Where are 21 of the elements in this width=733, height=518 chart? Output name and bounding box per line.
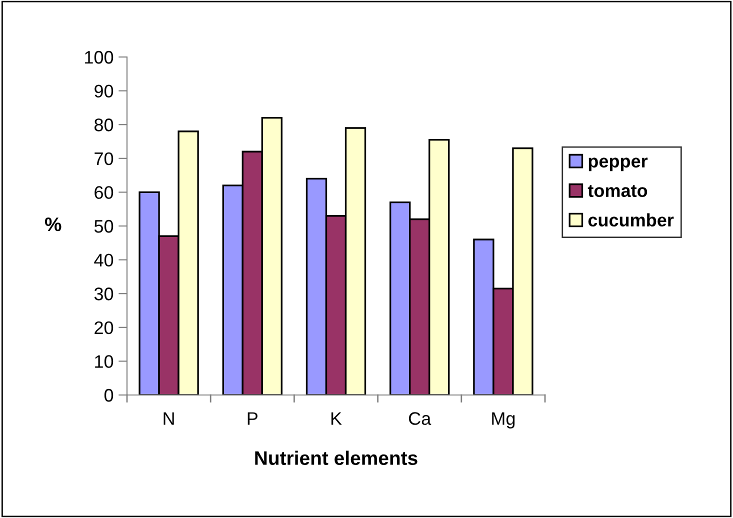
x-tick-label: N <box>164 412 174 425</box>
x-tick-label: K <box>331 412 342 425</box>
y-axis-title: % <box>44 218 62 232</box>
y-tick-label: 70 <box>94 152 114 166</box>
y-tick-label: 30 <box>94 288 114 300</box>
y-tick-label: 60 <box>94 186 114 199</box>
y-tick-label: 80 <box>94 118 114 132</box>
y-tick-label: 10 <box>95 355 114 368</box>
y-tick-label: 40 <box>94 254 114 267</box>
y-tick-label: 100 <box>85 50 114 64</box>
y-tick-label: 20 <box>94 321 114 334</box>
y-tick-label: 90 <box>94 84 114 98</box>
legend-label: cucumber <box>588 213 674 227</box>
legend-label: tomato <box>588 185 648 198</box>
y-tick-label: 0 <box>104 388 114 402</box>
x-tick-label: Ca <box>408 412 432 425</box>
x-tick-label: Mg <box>492 412 515 428</box>
y-tick-label: 50 <box>94 220 114 233</box>
legend-label: pepper <box>588 158 648 172</box>
x-axis-title: Nutrient elements <box>255 450 418 466</box>
x-tick-label: P <box>248 412 258 425</box>
